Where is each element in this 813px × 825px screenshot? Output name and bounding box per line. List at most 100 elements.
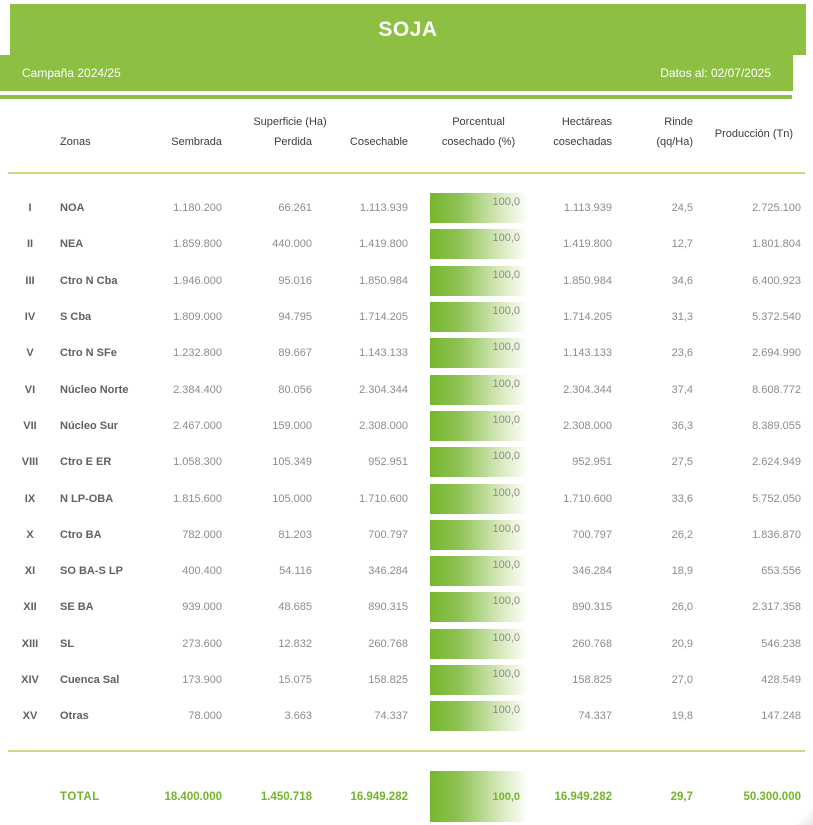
total-perdida-value: 1.450.718	[260, 790, 312, 803]
sembrada-value: 1.946.000	[173, 274, 222, 287]
rinde-value: 23,6	[671, 347, 693, 360]
cosechable-value: 74.337	[374, 710, 408, 723]
progress-bar-fill: 100,0	[430, 665, 527, 695]
rinde-value: 26,0	[671, 601, 693, 614]
perdida-value: 159.000	[272, 419, 312, 432]
progress-bar-fill: 100,0	[430, 519, 527, 550]
progress-cell: 100,0	[408, 444, 527, 480]
header-produccion: Producción (Tn)	[714, 128, 793, 140]
rinde-value: 24,5	[671, 202, 693, 215]
zone-name: SO BA-S LP	[60, 565, 123, 578]
hectareas-value: 890.315	[572, 601, 612, 614]
progress-value: 100,0	[492, 305, 520, 318]
progress-value: 100,0	[492, 522, 520, 535]
perdida-value: 15.075	[278, 674, 312, 686]
zone-name: NEA	[60, 238, 84, 251]
hectareas-value: 346.284	[572, 565, 612, 578]
zone-numeral: V	[26, 347, 34, 360]
rinde-value: 20,9	[671, 637, 693, 650]
hectareas-value: 1.710.600	[563, 492, 612, 505]
progress-bar-fill: 100,0	[430, 447, 527, 478]
zone-numeral: XIV	[21, 674, 39, 686]
total-progress-bar-fill: 100,0	[430, 771, 527, 822]
perdida-value: 3.663	[284, 710, 312, 723]
progress-bar-fill: 100,0	[430, 483, 527, 514]
perdida-value: 440.000	[272, 238, 312, 251]
rinde-value: 27,5	[671, 456, 693, 469]
sembrada-value: 782.000	[182, 528, 222, 541]
progress-bar-fill: 100,0	[430, 265, 527, 296]
hectareas-value: 1.419.800	[563, 238, 612, 251]
produccion-value: 8.389.055	[752, 419, 801, 432]
zone-name: SE BA	[60, 601, 94, 614]
perdida-value: 89.667	[278, 347, 312, 360]
total-rinde-value: 29,7	[670, 790, 693, 803]
progress-cell: 100,0	[408, 371, 527, 407]
progress-bar-fill: 100,0	[430, 229, 527, 260]
hectareas-value: 2.308.000	[563, 419, 612, 432]
cosechable-value: 890.315	[368, 601, 408, 614]
perdida-value: 81.203	[278, 528, 312, 541]
header-hectareas: Hectáreas cosechadas	[553, 116, 612, 148]
cosechable-value: 700.797	[368, 528, 408, 541]
progress-cell: 100,0	[408, 480, 527, 516]
cosechable-value: 2.304.344	[359, 383, 408, 396]
progress-bar-fill: 100,0	[430, 410, 527, 441]
sembrada-value: 1.815.600	[173, 492, 222, 505]
rinde-value: 26,2	[671, 528, 693, 541]
progress-bar-fill: 100,0	[430, 193, 527, 224]
hectareas-value: 952.951	[572, 456, 612, 469]
progress-value: 100,0	[492, 595, 520, 608]
produccion-value: 546.238	[761, 637, 801, 650]
progress-value: 100,0	[492, 704, 520, 717]
perdida-value: 94.795	[278, 311, 312, 324]
sembrada-value: 2.384.400	[173, 383, 222, 396]
hectareas-value: 74.337	[578, 710, 612, 723]
zone-numeral: VI	[24, 383, 36, 396]
hectareas-value: 1.850.984	[563, 274, 612, 287]
produccion-value: 653.556	[761, 565, 801, 578]
zone-name: Ctro N Cba	[60, 274, 118, 287]
table-row: XIV Cuenca Sal 173.900 15.075 158.825 10…	[0, 662, 813, 698]
page-corner-shadow	[785, 801, 813, 825]
produccion-value: 147.248	[761, 710, 801, 723]
table-row: V Ctro N SFe 1.232.800 89.667 1.143.133 …	[0, 335, 813, 371]
zone-numeral: III	[25, 274, 35, 287]
total-sembrada-value: 18.400.000	[164, 790, 222, 803]
sembrada-value: 1.809.000	[173, 311, 222, 324]
progress-value: 100,0	[492, 668, 520, 680]
zone-name: Ctro N SFe	[60, 347, 117, 360]
total-rule	[8, 750, 805, 752]
table-row: XIII SL 273.600 12.832 260.768 100,0 260…	[0, 626, 813, 662]
sembrada-value: 173.900	[182, 674, 222, 686]
header-cosechable: Cosechable	[349, 136, 408, 148]
progress-value: 100,0	[492, 377, 520, 390]
produccion-value: 1.801.804	[752, 238, 801, 251]
zone-name: N LP-OBA	[60, 492, 114, 505]
cosechable-value: 1.143.133	[359, 347, 408, 360]
produccion-value: 428.549	[761, 674, 801, 686]
zone-numeral: IV	[24, 311, 36, 324]
rinde-value: 36,3	[671, 419, 693, 432]
produccion-value: 5.752.050	[752, 492, 801, 505]
produccion-value: 2.624.949	[752, 456, 801, 469]
zone-name: Núcleo Sur	[60, 419, 119, 432]
produccion-value: 5.372.540	[752, 311, 801, 324]
table-row: I NOA 1.180.200 66.261 1.113.939 100,0 1…	[0, 190, 813, 226]
campaign-label: Campaña 2024/25	[22, 66, 121, 80]
zone-numeral: VII	[23, 419, 37, 432]
perdida-value: 95.016	[278, 274, 312, 287]
cosechable-value: 2.308.000	[359, 419, 408, 432]
total-row: TOTAL 18.400.000 1.450.718 16.949.282 10…	[0, 769, 813, 824]
produccion-value: 2.317.358	[752, 601, 801, 614]
header-rule	[8, 172, 805, 174]
hectareas-value: 700.797	[572, 528, 612, 541]
zone-name: Núcleo Norte	[60, 383, 129, 396]
cosechable-value: 346.284	[368, 565, 408, 578]
hectareas-value: 2.304.344	[563, 383, 612, 396]
progress-cell: 100,0	[408, 698, 527, 734]
table-row: XV Otras 78.000 3.663 74.337 100,0 74.33…	[0, 698, 813, 734]
sembrada-value: 78.000	[188, 710, 222, 723]
rinde-value: 33,6	[671, 492, 693, 505]
perdida-value: 12.832	[278, 637, 312, 650]
